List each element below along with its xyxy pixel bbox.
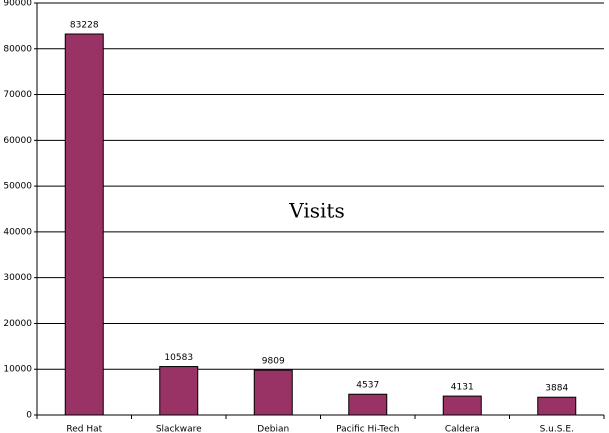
x-tick-label: S.u.S.E. xyxy=(540,425,574,433)
bar xyxy=(64,33,104,416)
y-tick-label: 90000 xyxy=(3,0,32,9)
y-tick-label: 70000 xyxy=(3,90,32,100)
x-tick-label: Red Hat xyxy=(66,425,102,433)
y-tick-label: 50000 xyxy=(3,182,32,192)
data-label: 83228 xyxy=(70,21,99,31)
x-tick-label: Debian xyxy=(257,425,289,433)
data-label: 10583 xyxy=(164,353,193,363)
x-tick-label: Slackware xyxy=(156,425,202,433)
bar xyxy=(159,366,199,416)
chart-title: Visits xyxy=(288,199,344,223)
data-label: 4537 xyxy=(356,381,379,391)
x-tick-label: Caldera xyxy=(445,425,480,433)
data-label: 4131 xyxy=(451,383,474,393)
bar xyxy=(348,393,388,416)
bar xyxy=(537,396,577,416)
y-tick-label: 30000 xyxy=(3,273,32,283)
data-label: 9809 xyxy=(262,357,285,367)
y-tick-label: 60000 xyxy=(3,136,32,146)
bar xyxy=(253,369,293,416)
data-label: 3884 xyxy=(545,384,568,394)
y-tick-label: 0 xyxy=(26,411,32,421)
y-tick-label: 10000 xyxy=(3,365,32,375)
y-tick-label: 40000 xyxy=(3,227,32,237)
y-tick-label: 20000 xyxy=(3,319,32,329)
y-tick-label: 80000 xyxy=(3,44,32,54)
bar xyxy=(442,395,482,416)
x-tick-label: Pacific Hi-Tech xyxy=(336,425,399,433)
